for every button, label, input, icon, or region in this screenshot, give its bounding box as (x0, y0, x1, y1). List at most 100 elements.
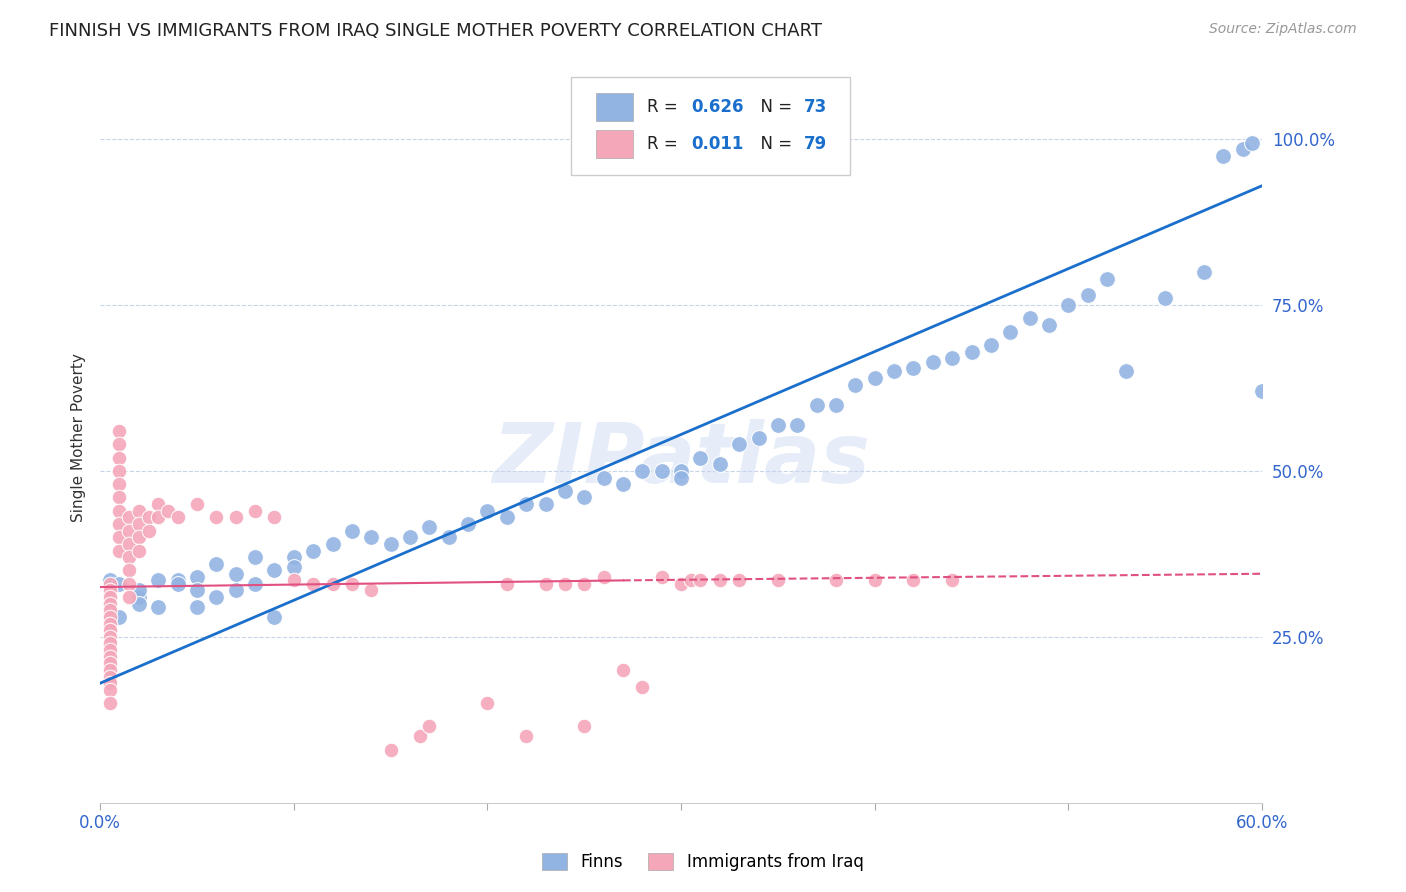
Point (263, 564, 285, 578)
Point (574, 719, 596, 733)
Text: R =: R = (647, 135, 689, 153)
Point (612, 477, 634, 491)
Point (360, 583, 382, 598)
Point (495, 576, 517, 591)
Point (1192, 265, 1215, 279)
Point (728, 437, 751, 451)
Point (380, 537, 402, 551)
Point (592, 570, 614, 584)
Point (631, 680, 654, 694)
Text: 0.011: 0.011 (692, 135, 744, 153)
Point (186, 599, 208, 614)
Point (98, 636, 121, 650)
Point (941, 574, 963, 588)
Point (495, 510, 517, 524)
Point (205, 557, 228, 571)
Point (118, 576, 141, 591)
Point (669, 470, 692, 484)
Point (921, 354, 943, 368)
Point (128, 543, 150, 558)
Point (98, 590, 121, 604)
Text: ZIPatlas: ZIPatlas (492, 419, 870, 500)
Point (709, 458, 731, 472)
Point (903, 361, 925, 376)
Text: N =: N = (749, 135, 797, 153)
Legend: Finns, Immigrants from Iraq: Finns, Immigrants from Iraq (534, 845, 872, 880)
Point (98, 597, 121, 611)
Text: Source: ZipAtlas.com: Source: ZipAtlas.com (1209, 22, 1357, 37)
Point (1077, 288, 1099, 302)
Point (980, 338, 1002, 352)
Point (477, 696, 499, 710)
Point (669, 464, 692, 478)
Point (225, 510, 247, 524)
Point (186, 497, 208, 511)
Point (98, 663, 121, 677)
Point (534, 497, 557, 511)
Point (669, 576, 692, 591)
Text: 0.626: 0.626 (692, 98, 744, 116)
Point (205, 590, 228, 604)
Point (1241, 136, 1264, 150)
Point (166, 576, 188, 591)
Point (118, 510, 141, 524)
Point (1212, 149, 1234, 163)
Point (863, 574, 886, 588)
Point (148, 497, 170, 511)
Text: 73: 73 (804, 98, 828, 116)
Point (128, 516, 150, 531)
Point (108, 477, 131, 491)
Point (98, 657, 121, 671)
Point (128, 504, 150, 518)
Point (418, 719, 440, 733)
Point (243, 504, 266, 518)
Point (534, 576, 557, 591)
Point (631, 464, 654, 478)
Point (98, 610, 121, 624)
Point (186, 570, 208, 584)
Point (118, 564, 141, 578)
Point (651, 570, 673, 584)
Point (437, 530, 460, 544)
Point (689, 574, 711, 588)
Point (128, 597, 150, 611)
Point (679, 574, 702, 588)
Point (108, 437, 131, 451)
Point (243, 576, 266, 591)
Point (108, 491, 131, 505)
Point (883, 364, 905, 378)
Point (108, 464, 131, 478)
Point (108, 516, 131, 531)
Point (225, 566, 247, 581)
Point (98, 682, 121, 697)
Point (138, 524, 160, 538)
Point (1115, 364, 1137, 378)
Point (118, 590, 141, 604)
Point (148, 599, 170, 614)
Point (98, 643, 121, 657)
Y-axis label: Single Mother Poverty: Single Mother Poverty (72, 353, 86, 522)
Point (98, 630, 121, 644)
Point (283, 550, 305, 565)
Point (340, 524, 363, 538)
Point (651, 464, 673, 478)
Point (302, 576, 325, 591)
Point (321, 576, 343, 591)
Point (766, 574, 789, 588)
Point (1057, 298, 1080, 312)
Point (321, 537, 343, 551)
Point (960, 344, 983, 359)
Point (166, 574, 188, 588)
Point (98, 676, 121, 690)
Point (825, 574, 848, 588)
Point (98, 649, 121, 664)
Point (108, 424, 131, 438)
Text: FINNISH VS IMMIGRANTS FROM IRAQ SINGLE MOTHER POVERTY CORRELATION CHART: FINNISH VS IMMIGRANTS FROM IRAQ SINGLE M… (49, 22, 823, 40)
Text: N =: N = (749, 98, 797, 116)
Point (98, 696, 121, 710)
Point (225, 583, 247, 598)
Point (1095, 271, 1118, 285)
Point (148, 510, 170, 524)
Point (118, 524, 141, 538)
Point (98, 574, 121, 588)
